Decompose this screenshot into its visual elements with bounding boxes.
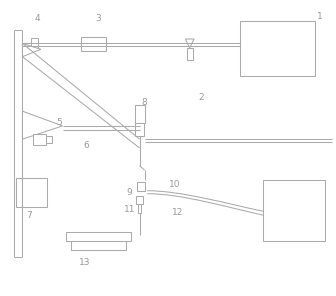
Text: 7: 7 (26, 211, 32, 220)
Bar (71, 241, 126, 250)
Bar (81, 37, 106, 51)
Text: 12: 12 (172, 208, 184, 217)
Bar (16, 178, 47, 207)
Bar (134, 105, 144, 123)
Text: 2: 2 (199, 94, 204, 102)
Text: 3: 3 (95, 14, 100, 23)
Text: 5: 5 (56, 118, 62, 128)
Text: 13: 13 (79, 258, 90, 267)
Bar (136, 196, 143, 204)
Polygon shape (23, 44, 41, 57)
Bar (34, 134, 46, 145)
Bar (137, 182, 145, 191)
Bar (263, 180, 325, 241)
Text: 8: 8 (142, 98, 148, 107)
Bar (66, 232, 131, 241)
Text: 4: 4 (35, 14, 40, 23)
Bar (187, 48, 193, 59)
Text: 9: 9 (127, 188, 132, 197)
Text: 6: 6 (83, 141, 89, 149)
Bar (138, 204, 141, 213)
Text: 10: 10 (169, 180, 180, 189)
Bar (135, 123, 144, 136)
Text: 1: 1 (318, 12, 323, 21)
Bar (32, 38, 38, 49)
Text: 11: 11 (124, 205, 135, 214)
Polygon shape (185, 39, 194, 48)
Bar (240, 21, 315, 76)
Polygon shape (23, 111, 62, 139)
Bar (46, 136, 52, 143)
